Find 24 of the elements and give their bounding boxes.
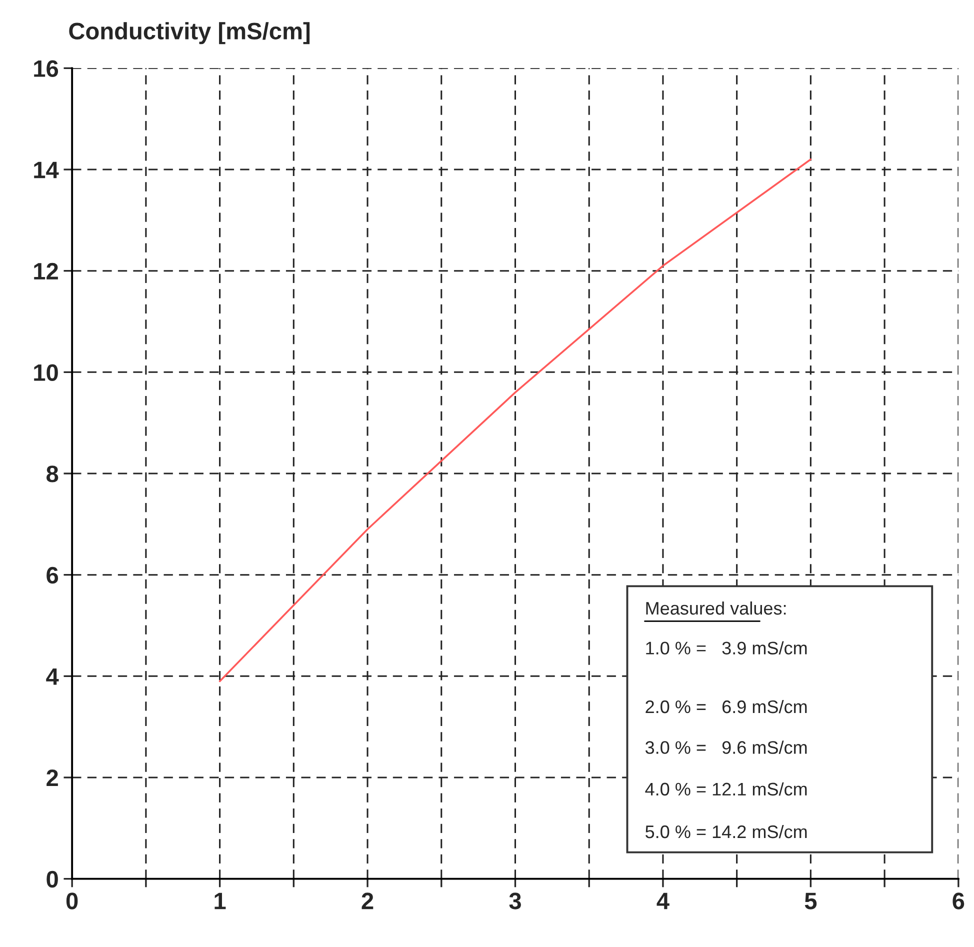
x-tick-label: 4 [656,892,670,910]
x-tick-label: 6 [952,892,964,910]
annotation: Measured values: [646,601,786,615]
x-tick-label: 1 [214,892,226,910]
annotation: 5.0 % = 14.2 mS/cm [646,824,807,838]
y-tick-label: 16 [34,60,58,77]
y-tick-label: 4 [46,668,59,685]
line-series [218,158,812,682]
y-tick-label: 0 [46,870,58,888]
x-tick-label: 3 [509,892,521,910]
x-tick-label: 5 [804,892,817,910]
y-tick-label: 6 [46,566,58,584]
x-tick-label: 2 [362,892,374,910]
y-tick-label: 10 [34,364,58,381]
annotation: 1.0 % = 3.9 mS/cm [646,641,807,654]
annotation: 2.0 % = 6.9 mS/cm [646,700,807,714]
y-tick-label: 14 [34,162,59,178]
y-axis-title: Conductivity [mS/cm] [69,22,310,44]
y-tick-label: 2 [46,770,58,786]
x-tick-label: 0 [66,892,78,910]
y-tick-label: 12 [34,262,58,280]
annotation: 4.0 % = 12.1 mS/cm [645,782,807,796]
annotation: 3.0 % = 9.6 mS/cm [645,740,807,754]
y-tick-label: 8 [46,466,58,482]
